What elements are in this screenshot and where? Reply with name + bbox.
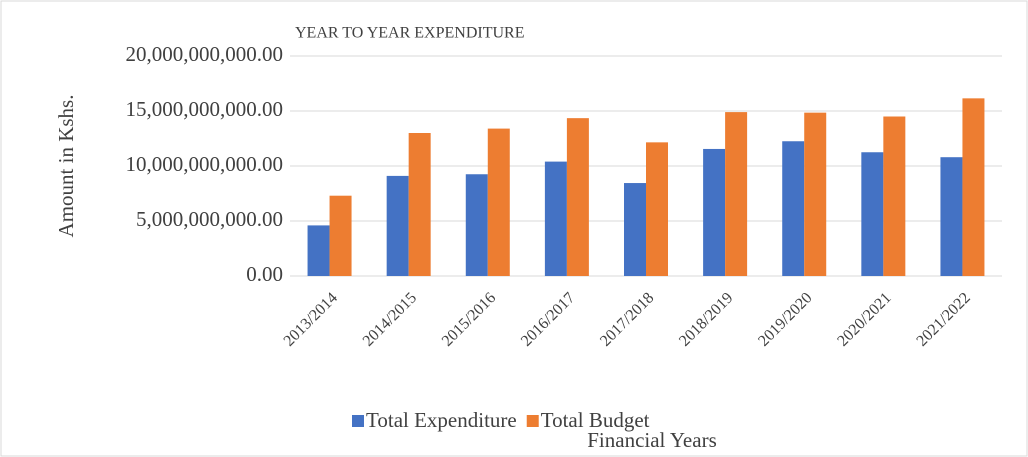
legend-swatch	[526, 415, 539, 427]
legend-swatch	[352, 415, 364, 427]
x-axis-label: Financial Years	[587, 428, 717, 452]
legend-label: Total Expenditure	[366, 408, 517, 432]
y-axis-label: Amount in Kshs.	[54, 95, 78, 238]
y-tick-label: 15,000,000,000.00	[126, 97, 284, 121]
bar	[782, 141, 805, 276]
y-tick-label: 20,000,000,000.00	[126, 42, 284, 66]
bar	[487, 128, 510, 276]
bar	[940, 157, 963, 276]
bar	[329, 195, 352, 276]
chart-title: YEAR TO YEAR EXPENDITURE	[295, 25, 524, 42]
bar	[544, 161, 567, 276]
bar	[307, 225, 330, 276]
legend-label: Total Budget	[541, 408, 650, 432]
bar	[465, 174, 488, 276]
bar	[646, 142, 668, 276]
bar	[883, 116, 906, 276]
bar	[725, 112, 748, 276]
bar	[861, 152, 884, 276]
bar	[566, 118, 589, 277]
bar	[386, 175, 409, 276]
y-tick-label: 10,000,000,000.00	[126, 152, 284, 176]
bar	[408, 133, 431, 276]
y-tick-label: 5,000,000,000.00	[136, 207, 283, 231]
bar	[962, 98, 985, 276]
bar	[804, 112, 827, 277]
bar	[703, 148, 726, 276]
y-tick-label: 0.00	[246, 262, 283, 286]
bar	[624, 183, 646, 276]
